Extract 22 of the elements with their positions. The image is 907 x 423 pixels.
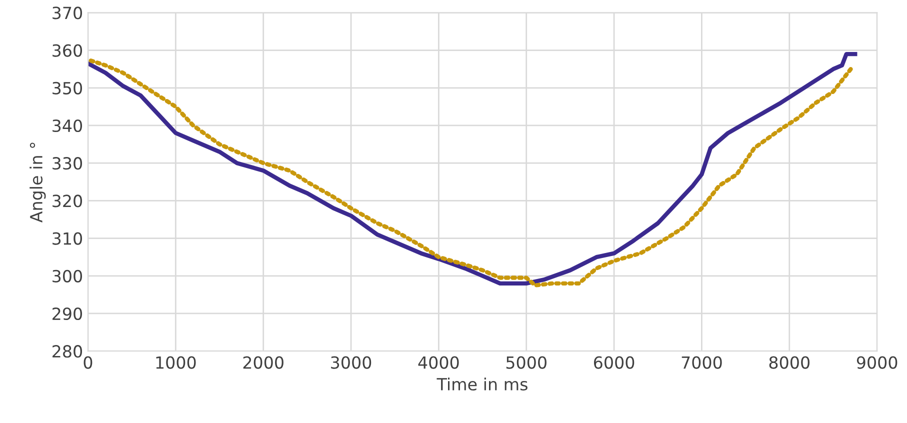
x-tick-label: 3000 bbox=[331, 356, 372, 369]
x-tick-label: 0 bbox=[84, 356, 92, 369]
y-tick-label: 340 bbox=[52, 119, 82, 132]
x-tick-label: 8000 bbox=[769, 356, 810, 369]
y-tick-label: 310 bbox=[52, 232, 82, 245]
y-tick-label: 280 bbox=[52, 345, 82, 358]
x-tick-label: 5000 bbox=[506, 356, 546, 369]
y-tick-label: 330 bbox=[52, 157, 82, 170]
x-tick-label: 9000 bbox=[856, 356, 898, 369]
y-tick-label: 350 bbox=[52, 82, 82, 94]
x-tick-label: 6000 bbox=[594, 356, 634, 369]
x-tick-label: 7000 bbox=[682, 356, 722, 369]
y-tick-label: 290 bbox=[52, 307, 82, 320]
x-tick-label: 2000 bbox=[243, 356, 284, 369]
x-axis-title: Time in ms bbox=[436, 378, 528, 391]
y-tick-label: 300 bbox=[52, 270, 82, 282]
y-axis-title: Angle in ° bbox=[30, 142, 46, 223]
y-tick-label: 360 bbox=[52, 44, 82, 57]
y-tick-label: 320 bbox=[52, 194, 82, 208]
x-tick-label: 1000 bbox=[156, 356, 196, 369]
y-tick-label: 370 bbox=[52, 6, 82, 20]
x-tick-label: 4000 bbox=[418, 356, 459, 369]
